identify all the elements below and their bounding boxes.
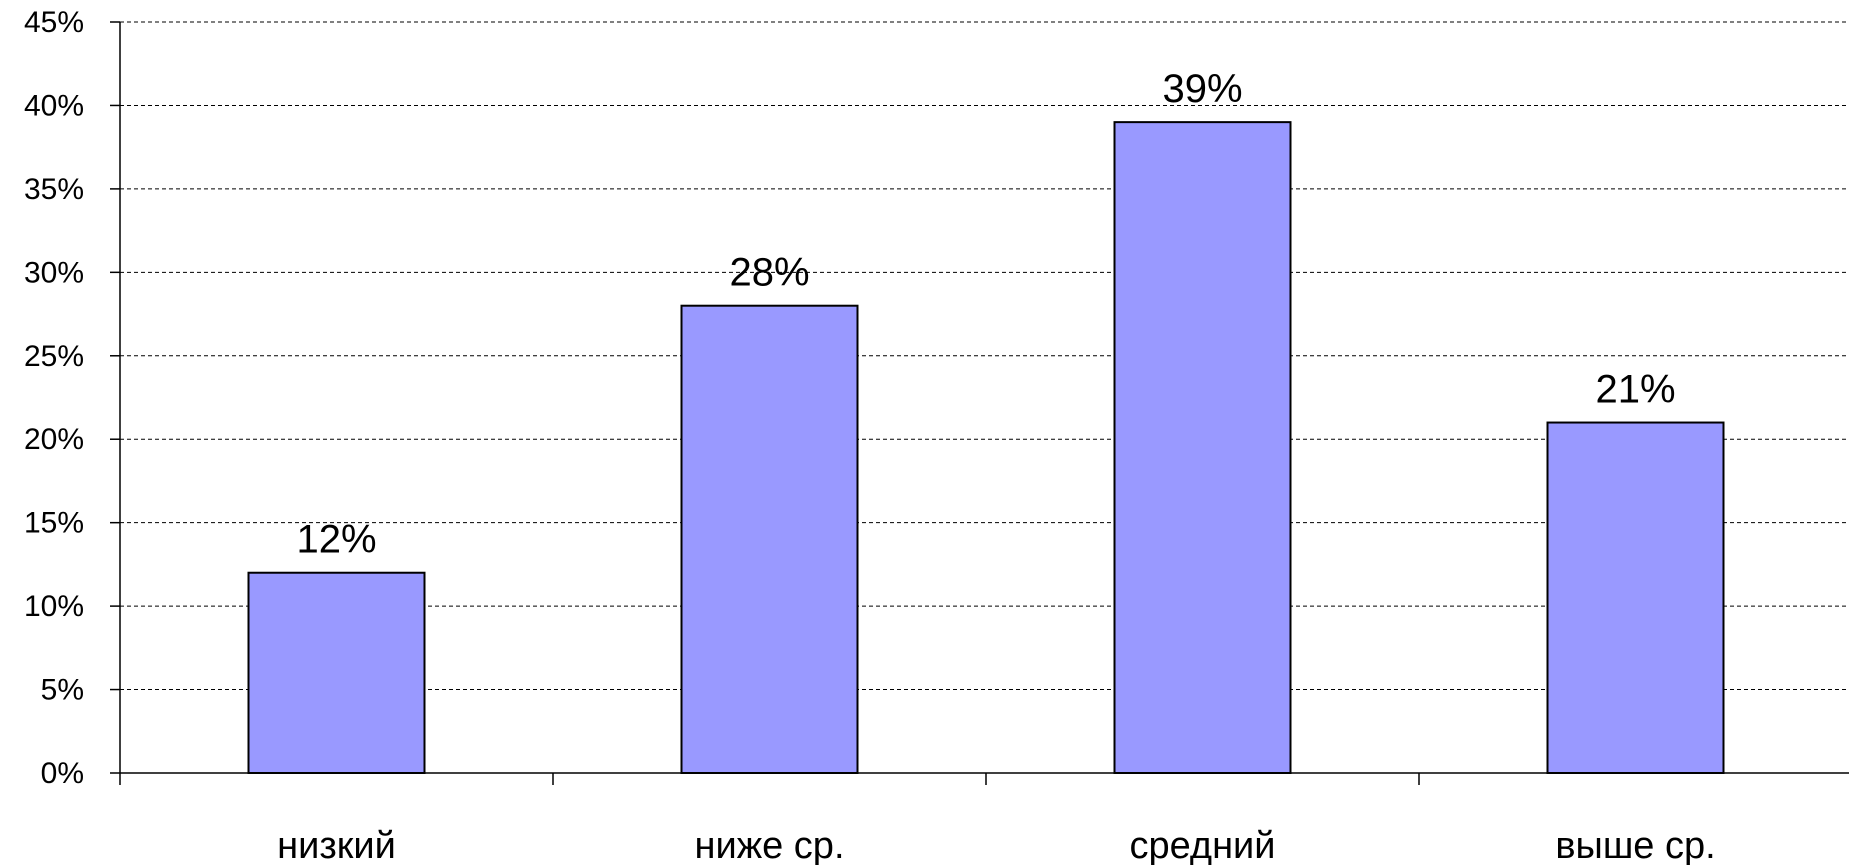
y-tick-label: 15% xyxy=(24,507,84,540)
y-tick-label: 20% xyxy=(24,423,84,456)
y-tick-label: 0% xyxy=(41,757,84,790)
y-tick-label: 30% xyxy=(24,256,84,289)
y-tick-label: 25% xyxy=(24,340,84,373)
category-label: средний xyxy=(1129,825,1275,865)
bar-4 xyxy=(1546,421,1725,774)
bar-2 xyxy=(680,304,859,774)
bar-3 xyxy=(1113,121,1292,774)
y-tick-label: 35% xyxy=(24,173,84,206)
y-tick-label: 5% xyxy=(41,674,84,707)
category-label: низкий xyxy=(277,825,396,865)
bar-1 xyxy=(247,571,426,774)
y-tick-label: 40% xyxy=(24,89,84,122)
data-labels: 12% 28% 39% 21% xyxy=(296,67,1675,562)
data-label: 39% xyxy=(1162,67,1242,111)
y-tick-labels: 0% 5% 10% 15% 20% 25% 30% 35% 40% 45% xyxy=(24,6,84,790)
axes xyxy=(110,21,1849,785)
category-label: ниже ср. xyxy=(694,825,844,865)
y-tick-label: 45% xyxy=(24,6,84,39)
category-labels: низкий ниже ср. средний выше ср. xyxy=(277,825,1716,865)
data-label: 12% xyxy=(296,518,376,562)
data-label: 28% xyxy=(729,251,809,295)
bars xyxy=(247,121,1725,774)
data-label: 21% xyxy=(1595,368,1675,412)
category-label: выше ср. xyxy=(1555,825,1715,865)
y-tick-label: 10% xyxy=(24,590,84,623)
